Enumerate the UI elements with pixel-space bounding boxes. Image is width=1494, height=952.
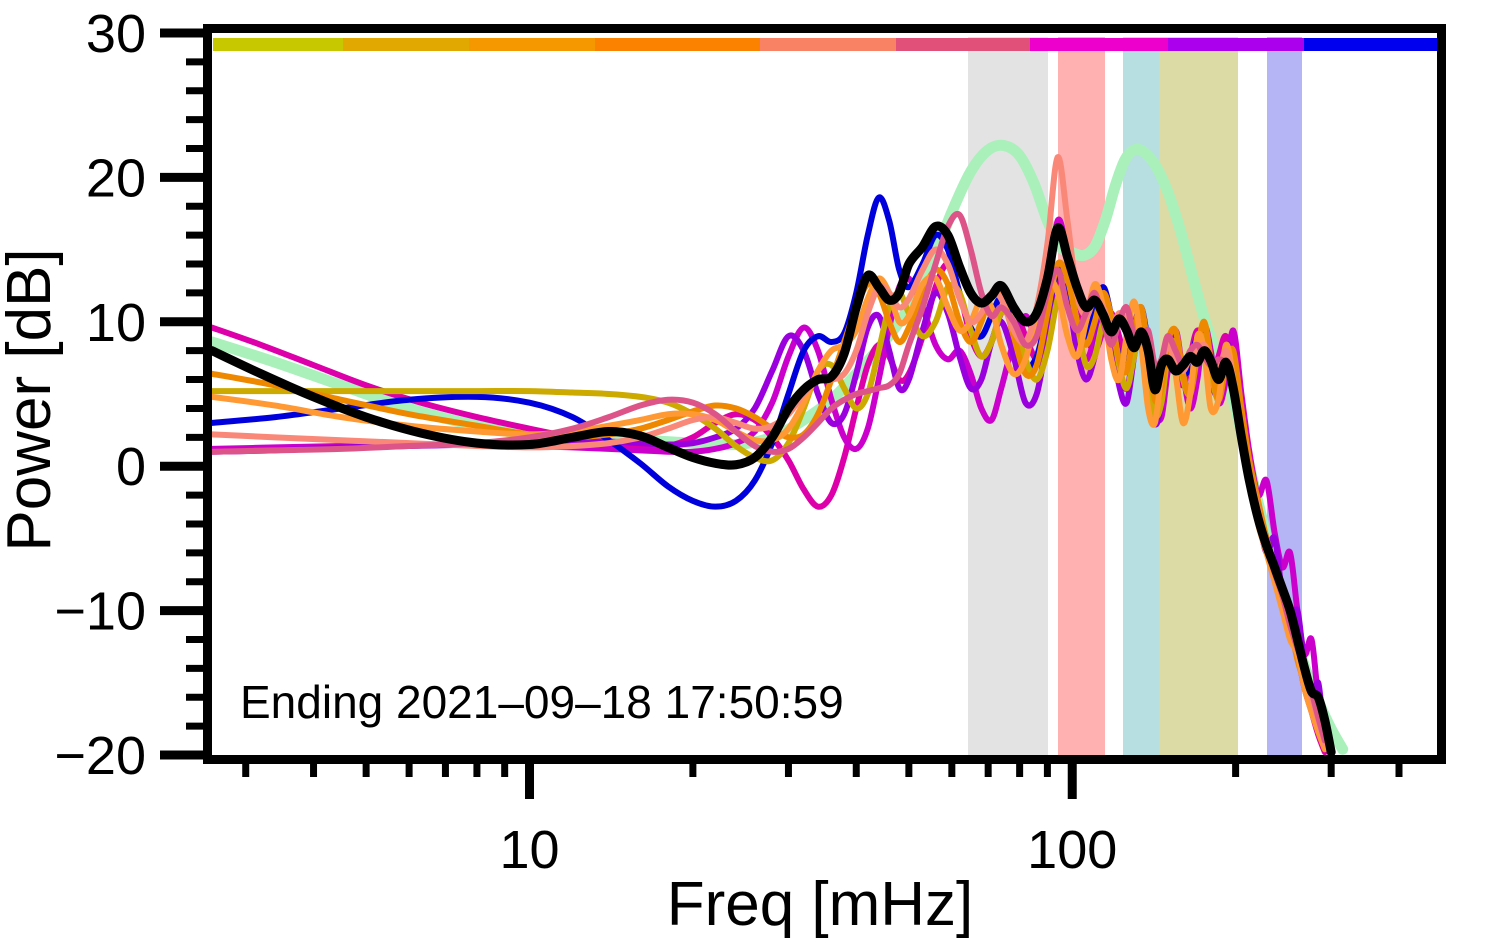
colorbar-segment-5 (896, 38, 1030, 51)
curves-clipped (212, 139, 1349, 755)
band-pink (1058, 37, 1105, 755)
ending-timestamp-annotation: Ending 2021–09–18 17:50:59 (240, 676, 844, 728)
curves-group (212, 139, 1349, 755)
axes-frame (203, 24, 1446, 764)
colorbar-segment-0 (213, 38, 343, 51)
axes-border (203, 24, 1446, 764)
colorbar-segment-8 (1304, 38, 1437, 51)
band-khaki (1159, 37, 1238, 755)
x-axis-label: Freq [mHz] (667, 870, 974, 939)
colorbar-segment-3 (595, 38, 760, 51)
y-tick-label-30: 30 (86, 4, 146, 64)
axis-tick-labels: 10 100 −20 −10 0 10 20 30 (54, 4, 1117, 880)
colorbar-segment-7 (1168, 38, 1304, 51)
y-tick-label-20: 20 (86, 148, 146, 208)
curve-series-orange-a (212, 259, 1328, 750)
colorbar-segment-6 (1030, 38, 1168, 51)
colorbar-segment-1 (343, 38, 469, 51)
y-tick-label-0: 0 (116, 437, 146, 497)
top-colorbar (213, 38, 1437, 51)
y-tick-label--20: −20 (54, 726, 146, 786)
x-tick-label-100: 100 (1027, 820, 1117, 880)
y-tick-label-10: 10 (86, 293, 146, 353)
y-tick-label--10: −10 (54, 582, 146, 642)
colorbar-segment-2 (469, 38, 595, 51)
colorbar-segment-4 (760, 38, 896, 51)
x-tick-label-10: 10 (499, 820, 559, 880)
curve-mean (212, 221, 1336, 755)
y-axis-label: Power [dB] (0, 248, 64, 551)
axis-ticks-group (160, 28, 1403, 799)
